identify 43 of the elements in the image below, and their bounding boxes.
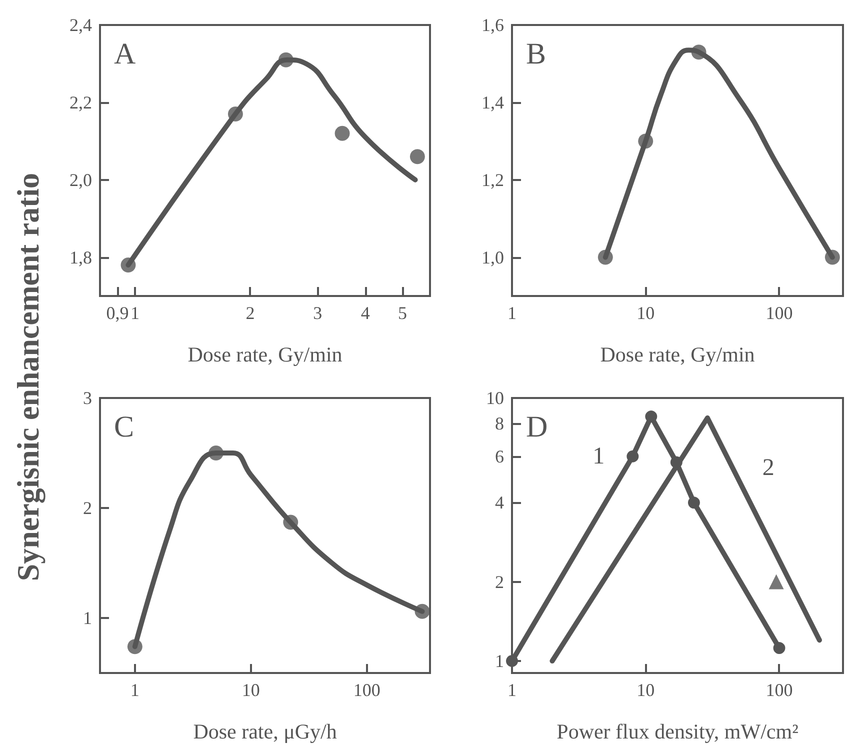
x-tick-label: 0,9 bbox=[106, 303, 129, 323]
annotation: D bbox=[526, 410, 548, 444]
x-tick-label: 10 bbox=[636, 680, 655, 700]
x-tick-label: 2 bbox=[246, 303, 255, 323]
y-tick-label: 3 bbox=[83, 388, 92, 408]
y-tick-label: 2,0 bbox=[70, 170, 92, 190]
y-tick-label: 2 bbox=[83, 498, 92, 518]
y-tick-label: 1,4 bbox=[482, 92, 504, 112]
x-tick-label: 10 bbox=[636, 303, 655, 323]
x-tick-label: 100 bbox=[766, 303, 793, 323]
y-tick-label: 1,0 bbox=[482, 247, 504, 268]
y-tick-label: 1,2 bbox=[482, 170, 504, 190]
x-tick-label: 1 bbox=[130, 303, 140, 323]
y-tick-label: 6 bbox=[495, 446, 504, 466]
series-label: 2 bbox=[762, 454, 774, 481]
y-tick-label: 2,2 bbox=[70, 92, 92, 112]
x-tick-label: 1 bbox=[508, 303, 516, 323]
x-tick-label: 5 bbox=[398, 303, 407, 323]
x-tick-label: 10 bbox=[242, 680, 260, 700]
y-tick-label: 1 bbox=[495, 650, 504, 671]
y-axis-title: Synergisnic enhancement ratio bbox=[10, 172, 46, 584]
y-tick-label: 1 bbox=[83, 608, 92, 628]
y-tick-label: 10 bbox=[486, 388, 504, 408]
x-axis-title: Power flux density, mW/cm² bbox=[556, 720, 798, 744]
y-tick-label: 4 bbox=[495, 492, 504, 513]
annotation: B bbox=[526, 38, 546, 70]
x-tick-label: 100 bbox=[766, 680, 793, 700]
y-tick-label: 8 bbox=[495, 413, 504, 434]
y-tick-label: 2 bbox=[495, 572, 504, 592]
x-tick-label: 1 bbox=[130, 680, 140, 700]
annotation: C bbox=[114, 410, 134, 444]
x-tick-label: 100 bbox=[353, 680, 380, 700]
x-axis-title: Dose rate, Gy/min bbox=[188, 342, 343, 366]
x-axis-title: Dose rate, Gy/min bbox=[600, 342, 756, 366]
y-tick-label: 1,8 bbox=[70, 247, 92, 268]
annotation: A bbox=[114, 38, 136, 70]
x-tick-label: 3 bbox=[313, 303, 322, 323]
x-tick-label: 1 bbox=[508, 680, 516, 700]
x-tick-label: 4 bbox=[360, 303, 370, 323]
y-tick-label: 1,6 bbox=[482, 15, 504, 35]
x-axis-title: Dose rate, μGy/h bbox=[193, 720, 338, 744]
y-tick-label: 2,4 bbox=[70, 15, 92, 35]
series-label: 1 bbox=[592, 443, 605, 470]
